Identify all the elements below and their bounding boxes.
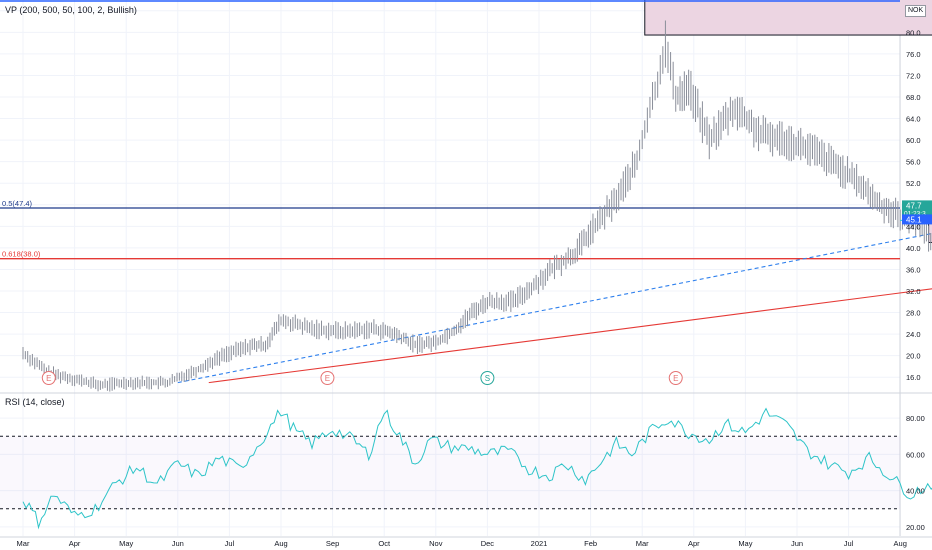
time-axis-label: Mar — [636, 539, 649, 548]
earnings-marker-label-2: S — [485, 374, 490, 383]
rsi-line — [22, 407, 932, 530]
ticker-badge: NOK — [905, 5, 927, 17]
earnings-marker-label-1: E — [325, 374, 330, 383]
price-candles — [22, 20, 932, 392]
price-axis-label: 52.0 — [906, 179, 921, 188]
rsi-axis-label: 80.00 — [906, 414, 925, 423]
time-axis-label: Mar — [17, 539, 30, 548]
price-axis-label: 44.0 — [906, 222, 921, 231]
earnings-marker-label-0: E — [46, 374, 51, 383]
earnings-marker-2 — [480, 371, 495, 385]
price-axis-label: 20.0 — [906, 352, 921, 361]
price-axis-label: 56.0 — [906, 158, 921, 167]
price-tag-0 — [902, 200, 932, 217]
earnings-marker-3 — [668, 371, 683, 385]
time-axis-label: Jul — [225, 539, 235, 548]
trend-line-1 — [208, 288, 932, 384]
time-axis-label: May — [738, 539, 752, 548]
time-axis-label: Sep — [326, 539, 339, 548]
price-tag-label-1: 45.1 — [906, 215, 922, 224]
price-axis-label: 60.0 — [906, 136, 921, 145]
time-axis-label: Jun — [791, 539, 803, 548]
price-axis-label: 28.0 — [906, 309, 921, 318]
time-axis-label: Jun — [172, 539, 184, 548]
rsi-legend[interactable]: RSI (14, close) — [5, 397, 65, 407]
time-axis-label: Oct — [378, 539, 391, 548]
time-axis-label: Nov — [429, 539, 443, 548]
earnings-marker-label-3: E — [673, 374, 678, 383]
time-axis-label: Aug — [274, 539, 287, 548]
price-axis-label: 16.0 — [906, 373, 921, 382]
price-axis-label: 80.0 — [906, 28, 921, 37]
time-axis-label: May — [119, 539, 133, 548]
fib-level-label-0: 0.5(47.4) — [2, 199, 33, 208]
rsi-axis-label: 20.00 — [906, 523, 925, 532]
price-axis-label: 40.0 — [906, 244, 921, 253]
price-tag-sublabel-0: 01:23:3 — [904, 210, 926, 217]
time-axis-label: Feb — [584, 539, 597, 548]
price-axis-label: 76.0 — [906, 50, 921, 59]
price-axis-label: 32.0 — [906, 287, 921, 296]
indicator-legend[interactable]: VP (200, 500, 50, 100, 2, Bullish) — [5, 5, 137, 15]
time-axis-label: Apr — [69, 539, 81, 548]
price-axis-label: 68.0 — [906, 93, 921, 102]
price-axis-label: 36.0 — [906, 265, 921, 274]
rsi-axis-label: 60.00 — [906, 450, 925, 459]
price-tag-1 — [902, 214, 932, 225]
time-axis-label: Jul — [844, 539, 854, 548]
earnings-marker-0 — [41, 371, 56, 385]
earnings-marker-1 — [320, 371, 335, 385]
price-zone-0 — [644, 0, 932, 36]
time-axis-label: Dec — [481, 539, 495, 548]
fib-level-label-1: 0.618(38.0) — [2, 250, 41, 259]
price-axis-label: 64.0 — [906, 115, 921, 124]
rsi-axis-label: 40.00 — [906, 487, 925, 496]
time-axis-label: Aug — [894, 539, 907, 548]
price-tag-label-0: 47.7 — [906, 201, 922, 210]
time-axis-label: Apr — [688, 539, 700, 548]
time-axis-label: 2021 — [531, 539, 548, 548]
price-axis-label: 24.0 — [906, 330, 921, 339]
price-axis-label: 72.0 — [906, 71, 921, 80]
